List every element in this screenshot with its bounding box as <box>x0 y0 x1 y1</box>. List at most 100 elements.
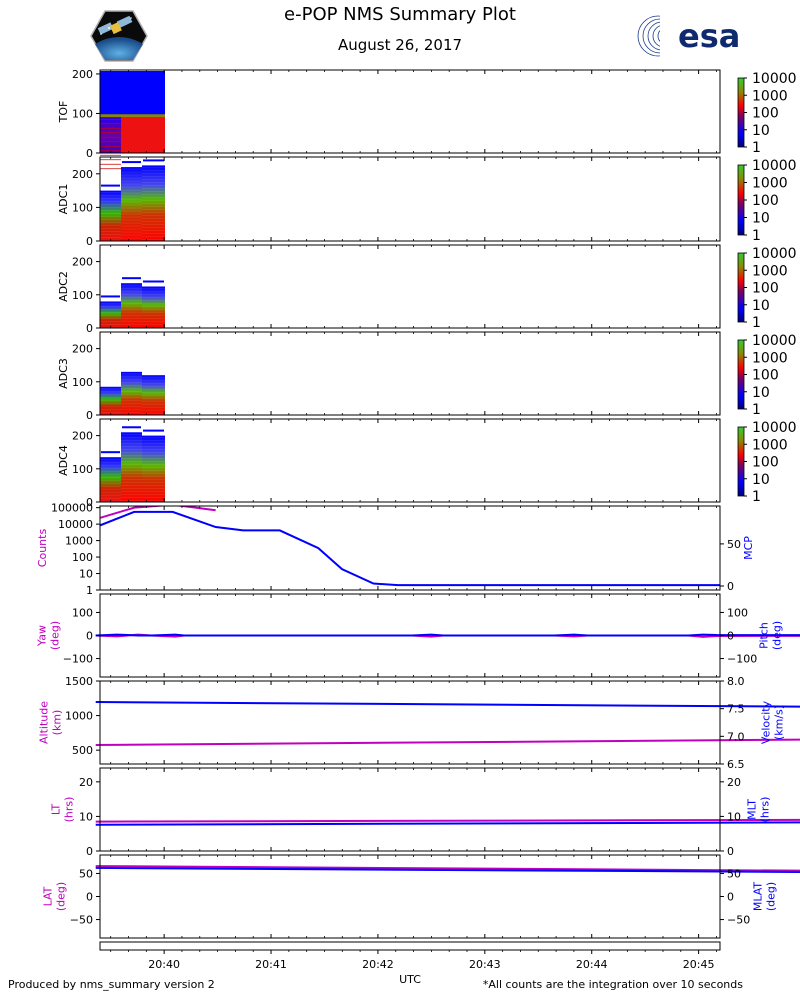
orbit-ytick-label: 1500 <box>65 675 93 688</box>
adc2-colorbar-label: 100 <box>752 281 779 297</box>
time-axis-tick-label: 20:42 <box>362 958 394 971</box>
adc1-frame <box>99 156 721 242</box>
tof-heat-cell <box>100 117 121 153</box>
page-date: August 26, 2017 <box>338 36 462 54</box>
counts-ytick-label: 50 <box>727 538 741 551</box>
orbit-ytick-label: 6.5 <box>727 758 745 771</box>
adc2-ytick-label: 200 <box>72 256 93 269</box>
adc3-ylabel: ADC3 <box>57 358 70 389</box>
adc1-heat-column <box>142 165 165 241</box>
counts-ylabel-left: Counts <box>36 529 49 568</box>
tof-colorbar-label: 10000 <box>752 71 797 87</box>
adc3-colorbar-label: 1 <box>752 402 761 418</box>
adc2-heat-column <box>100 301 121 328</box>
counts-frame <box>99 505 721 591</box>
counts-ytick-label: 10 <box>79 568 93 581</box>
tof-colorbar-label: 100 <box>752 106 779 122</box>
adc2-colorbar-label: 1 <box>752 315 761 331</box>
local-time-frame <box>99 767 721 852</box>
adc2-frame <box>99 244 721 329</box>
attitude-ytick-label: 0 <box>86 630 93 643</box>
latitude-ytick-label: 0 <box>727 891 734 904</box>
attitude-ytick-label: 100 <box>727 606 748 619</box>
adc4-ylabel-line: ADC4 <box>57 445 70 476</box>
adc3-ytick-label: 0 <box>86 409 93 422</box>
local-time-ytick-label: 10 <box>727 810 741 823</box>
adc2-ytick-label: 100 <box>72 289 93 302</box>
orbit-ytick-label: 7.0 <box>727 730 745 743</box>
adc1-colorbar <box>737 164 745 236</box>
attitude-ytick-label: −100 <box>63 653 93 666</box>
adc1-ytick-label: 100 <box>72 201 93 214</box>
orbit-ytick-label: 7.5 <box>727 703 745 716</box>
adc1-ytick-label: 0 <box>86 235 93 248</box>
tof-ylabel-line: TOF <box>57 101 70 124</box>
adc1-heat-column <box>100 190 121 241</box>
orbit-ylabel-left-line: Altitude <box>38 701 51 744</box>
attitude-ylabel-right-line: Pitch <box>758 622 771 649</box>
adc4-heat-column <box>121 432 142 502</box>
local-time-series-mlt <box>95 821 800 826</box>
adc3-colorbar-label: 10000 <box>752 333 797 349</box>
tof-frame <box>99 69 721 154</box>
adc1-ylabel-line: ADC1 <box>57 184 70 215</box>
adc4-heat-speck <box>122 426 141 429</box>
local-time-ylabel-right: MLT (hrs) <box>746 797 772 823</box>
adc4-ylabel: ADC4 <box>57 445 70 476</box>
attitude-ylabel-left: Yaw (deg) <box>36 621 62 650</box>
adc4-heat-speck <box>143 429 164 432</box>
counts-ytick-label: 1000 <box>65 535 93 548</box>
orbit-ytick-label: 1000 <box>65 710 93 723</box>
local-time-ylabel-left-line: LT <box>50 804 63 816</box>
local-time-series-lt <box>95 818 800 823</box>
time-axis-tick-label: 20:41 <box>255 958 287 971</box>
adc1-colorbar-label: 100 <box>752 193 779 209</box>
adc2-heat-speck <box>101 295 120 298</box>
adc2-ytick-label: 0 <box>86 322 93 335</box>
adc4-heat-column <box>142 435 165 502</box>
adc2-heat-speck <box>143 280 164 283</box>
orbit-ytick-label: 8.0 <box>727 675 745 688</box>
counts-ytick-label: 0 <box>727 580 734 593</box>
adc3-ytick-label: 200 <box>72 343 93 356</box>
counts-ytick-label: 1 <box>86 584 93 597</box>
adc1-heat-column <box>121 167 142 241</box>
latitude-ytick-label: −50 <box>727 914 750 927</box>
adc4-ytick-label: 100 <box>72 463 93 476</box>
latitude-ylabel-right-line: (deg) <box>765 882 778 911</box>
adc3-colorbar-label: 10 <box>752 385 770 401</box>
latitude-series-mlat <box>95 866 800 874</box>
adc1-ylabel: ADC1 <box>57 184 70 215</box>
adc4-heat-speck <box>101 451 120 454</box>
latitude-ytick-label: −50 <box>70 914 93 927</box>
adc1-heat-speck <box>143 159 164 162</box>
adc3-colorbar <box>737 339 745 410</box>
adc2-heat-column <box>121 283 142 328</box>
adc2-heat-speck <box>122 277 141 280</box>
latitude-ylabel-left-line: LAT <box>42 886 55 906</box>
adc1-colorbar-label: 10 <box>752 211 770 227</box>
adc4-colorbar-label: 1 <box>752 489 761 505</box>
tof-heat-cell <box>100 71 165 118</box>
adc2-colorbar <box>737 252 745 323</box>
latitude-ylabel-right-line: MLAT <box>752 882 765 912</box>
counts-ylabel-right-line: MCP <box>742 536 755 560</box>
counts-series-mcp <box>100 510 720 587</box>
tof-colorbar-label: 1000 <box>752 88 788 104</box>
esa-wordmark: esa <box>678 17 740 55</box>
orbit-ylabel-right: Velocity (km/s) <box>760 700 786 744</box>
time-axis-tick-label: 20:45 <box>683 958 715 971</box>
counts-ytick-label: 100 <box>72 551 93 564</box>
local-time-ylabel-left-line: (hrs) <box>63 797 76 823</box>
adc1-colorbar-label: 10000 <box>752 158 797 174</box>
local-time-ytick-label: 20 <box>727 776 741 789</box>
adc4-frame <box>99 418 721 503</box>
orbit-ytick-label: 500 <box>72 744 93 757</box>
attitude-ylabel-right: Pitch (deg) <box>758 621 784 650</box>
adc3-heat-column <box>142 375 165 415</box>
adc4-colorbar-label: 10 <box>752 472 770 488</box>
adc4-heat-column <box>100 457 121 502</box>
adc3-heat-column <box>100 386 121 415</box>
adc3-heat-column <box>121 371 142 415</box>
